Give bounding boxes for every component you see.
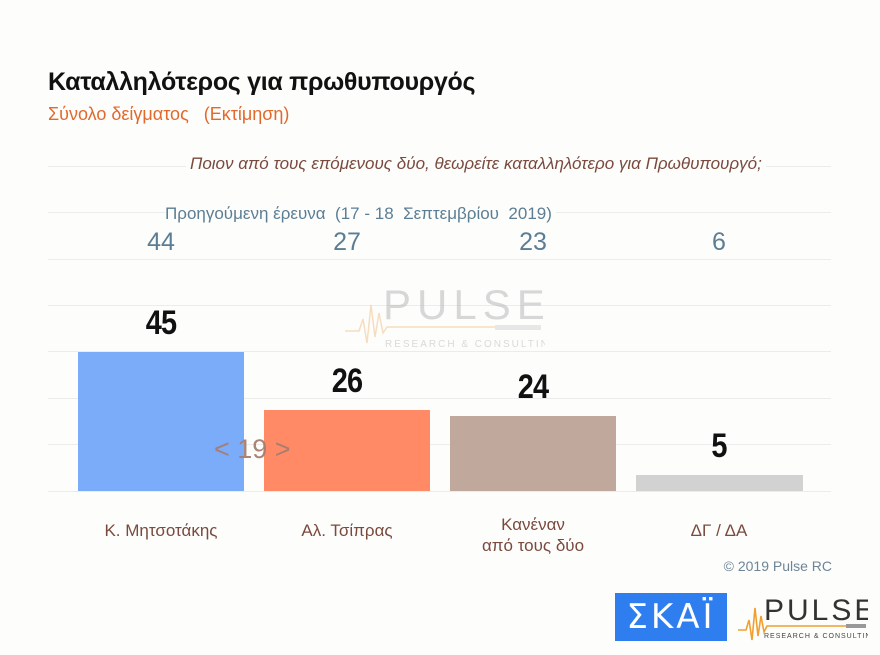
category-label-line: Κανέναν (501, 515, 565, 534)
category-label-neither: Κανέναν από τους δύο (440, 514, 626, 556)
gridline (48, 259, 831, 260)
category-label-line: ΔΓ / ΔΑ (690, 521, 748, 540)
chart-title: Καταλληλότερος για πρωθυπουργός (48, 68, 476, 96)
bar-value-tsipras: 26 (331, 362, 363, 400)
svg-text:PULSE: PULSE (764, 594, 868, 627)
gridline (48, 444, 831, 445)
previous-survey-label: Προηγούμενη έρευνα (17 - 18 Σεπτεμβρίου … (165, 204, 556, 224)
bar-value-neither: 24 (517, 368, 549, 406)
skai-logo: ΣΚΑΪ (615, 593, 727, 641)
bar-neither (450, 416, 616, 491)
bar-value-dk-na: 5 (711, 427, 727, 465)
baseline (48, 491, 831, 492)
category-label-tsipras: Αλ. Τσίπρας (254, 520, 440, 541)
category-label-dk-na: ΔΓ / ΔΑ (626, 520, 812, 541)
svg-text:RESEARCH & CONSULTING: RESEARCH & CONSULTING (764, 633, 868, 640)
previous-value-mitsotakis: 44 (147, 228, 175, 256)
bar-tsipras (264, 410, 430, 491)
pulse-logo: PULSE RESEARCH & CONSULTING (738, 594, 868, 641)
bar-dk-na (636, 475, 803, 491)
category-label-line: Αλ. Τσίπρας (301, 521, 393, 540)
bar-mitsotakis (78, 352, 244, 491)
chart-subtitle: Σύνολο δείγματος (Εκτίμηση) (48, 104, 290, 124)
gridline (48, 398, 831, 399)
category-label-mitsotakis: Κ. Μητσοτάκης (68, 520, 254, 541)
svg-text:PULSE: PULSE (383, 283, 545, 328)
gridline (48, 305, 831, 306)
copyright-notice: © 2019 Pulse RC (723, 558, 832, 574)
gridline (48, 351, 831, 352)
category-label-line: Κ. Μητσοτάκης (104, 521, 218, 540)
previous-value-tsipras: 27 (333, 228, 361, 256)
bar-value-mitsotakis: 45 (145, 304, 177, 342)
previous-value-neither: 23 (519, 228, 547, 256)
category-label-line: από τους δύο (481, 536, 585, 555)
difference-annotation: < 19 > (214, 434, 291, 464)
pulse-watermark-logo: PULSE RESEARCH & CONSULTING (345, 283, 545, 350)
survey-question: Ποιον από τους επόμενους δύο, θεωρείτε κ… (186, 154, 766, 174)
previous-value-dk-na: 6 (712, 228, 726, 256)
skai-logo-text: ΣΚΑΪ (626, 597, 716, 637)
svg-text:RESEARCH & CONSULTING: RESEARCH & CONSULTING (385, 339, 545, 350)
